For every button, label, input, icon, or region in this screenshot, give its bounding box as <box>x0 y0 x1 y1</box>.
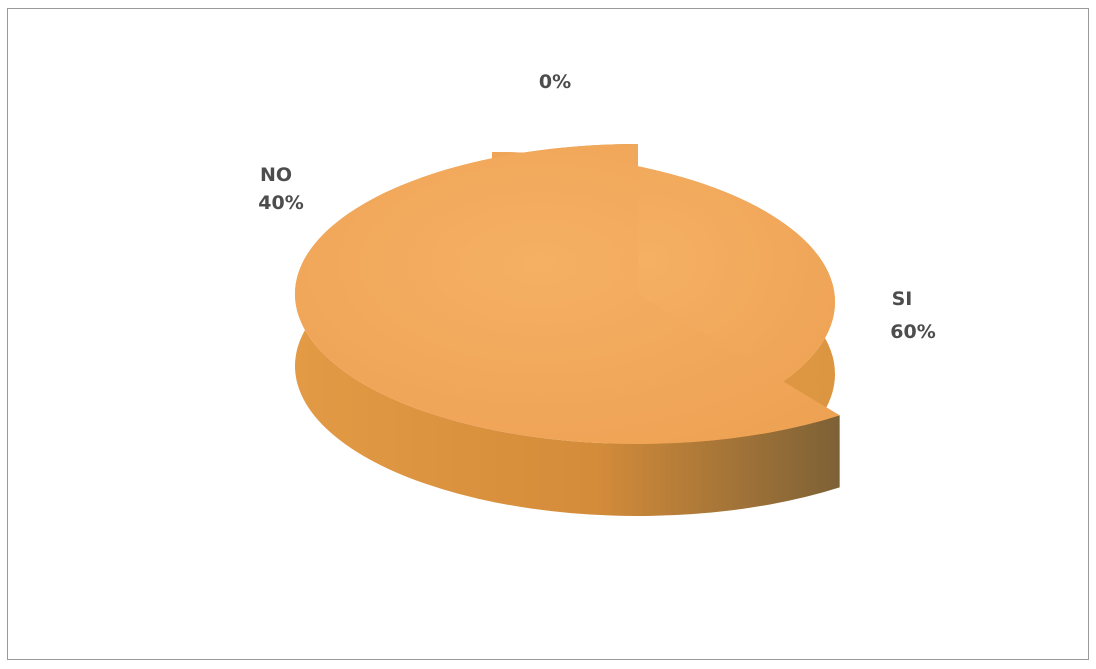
chart-frame: NO 40% SI 60% 0% <box>7 8 1089 660</box>
pie-chart: NO 40% SI 60% 0% <box>258 71 936 516</box>
data-label-zero-percent: 0% <box>539 71 571 93</box>
data-label-si-category: SI <box>892 288 913 310</box>
slice-top-si <box>294 144 840 445</box>
data-label-si-percent: 60% <box>890 321 935 343</box>
data-label-no-percent: 40% <box>258 192 303 214</box>
data-label-no-category: NO <box>260 164 292 186</box>
data-labels: NO 40% SI 60% 0% <box>258 71 935 343</box>
pie-slices <box>294 144 840 516</box>
